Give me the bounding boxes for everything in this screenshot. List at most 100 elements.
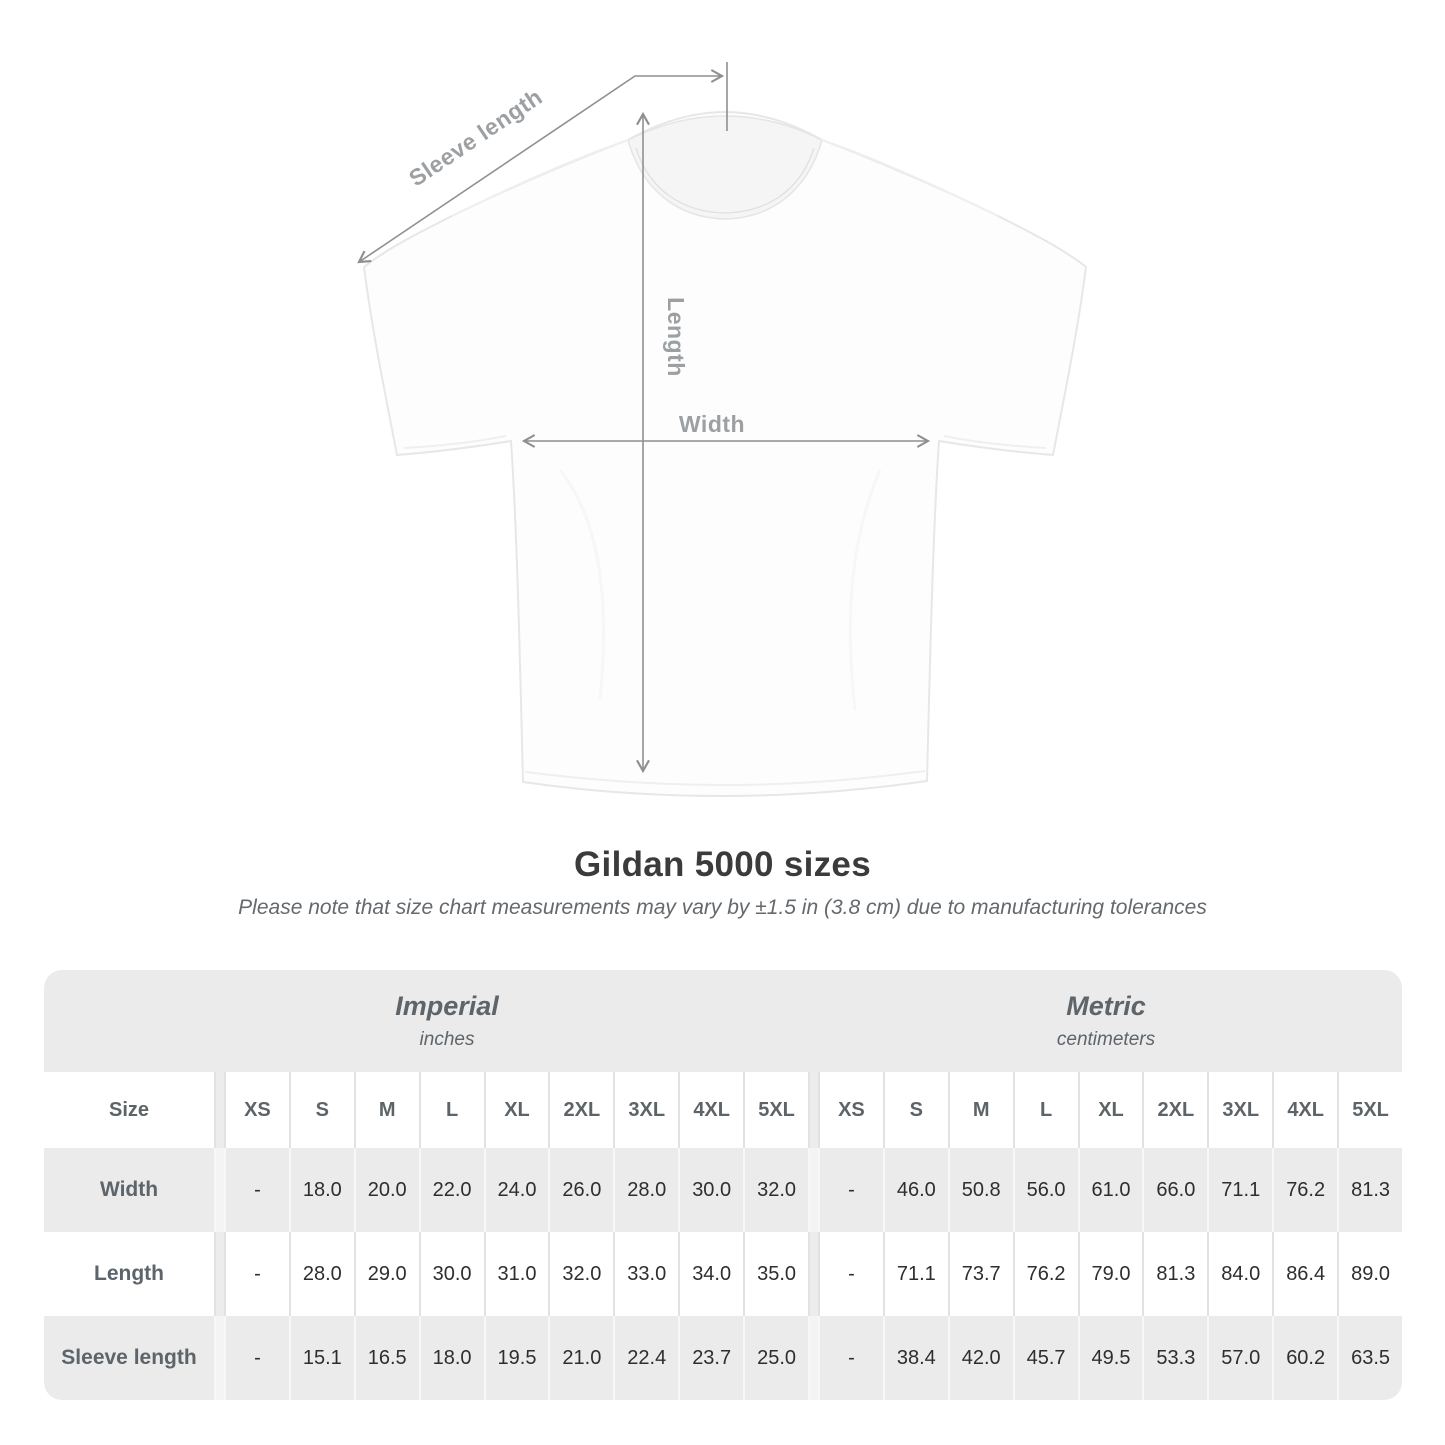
metric-value-cell: 46.0 (884, 1148, 948, 1232)
measurement-row-label: Length (44, 1232, 214, 1316)
imperial-value-cell: 16.5 (355, 1316, 419, 1400)
imperial-size-header: 3XL (615, 1072, 679, 1148)
imperial-value-cell: - (226, 1316, 289, 1400)
sleeve-length-arrow (357, 69, 725, 264)
imperial-value-cell: 28.0 (615, 1148, 679, 1232)
metric-value-cell: 45.7 (1014, 1316, 1078, 1400)
imperial-value-cell: 19.5 (485, 1316, 549, 1400)
sleeve-length-row: Sleeve length -15.1 16.5 18.0 19.5 21.0 22.4 23… (44, 1316, 1402, 1400)
imperial-value-cell: 30.0 (680, 1148, 744, 1232)
imperial-value-cell: 31.0 (485, 1232, 549, 1316)
measurement-row-label: Width (44, 1148, 214, 1232)
imperial-size-header: XS (226, 1072, 289, 1148)
tshirt-illustration: Sleeve length Length Width (357, 62, 1088, 798)
size-header-row: Size XS S M L XL 2XL 3XL 4XL 5XL XS S M L XL 2XL 3XL 4XL 5… (44, 1072, 1402, 1148)
imperial-value-cell: 20.0 (355, 1148, 419, 1232)
imperial-value-cell: 33.0 (615, 1232, 679, 1316)
imperial-size-header: 2XL (550, 1072, 614, 1148)
imperial-value-cell: 32.0 (550, 1232, 614, 1316)
metric-value-cell: 76.2 (1274, 1148, 1338, 1232)
metric-value-cell: 42.0 (949, 1316, 1013, 1400)
imperial-value-cell: 18.0 (290, 1148, 354, 1232)
imperial-value-cell: - (226, 1148, 289, 1232)
metric-size-header: M (949, 1072, 1013, 1148)
imperial-title: Imperial (395, 991, 499, 1021)
width-row: Width -18.0 20.0 22.0 24.0 26.0 28.0 30.0 32.0-4… (44, 1148, 1402, 1232)
metric-value-cell: 49.5 (1079, 1316, 1143, 1400)
metric-size-header: XL (1079, 1072, 1143, 1148)
metric-unit: centimeters (1056, 1029, 1156, 1050)
imperial-size-header: 4XL (680, 1072, 744, 1148)
imperial-group-header: Imperial inches (44, 970, 808, 1072)
metric-size-header: XS (820, 1072, 883, 1148)
size-column-header: Size (44, 1072, 214, 1148)
imperial-value-cell: 32.0 (745, 1148, 808, 1232)
metric-value-cell: 56.0 (1014, 1148, 1078, 1232)
metric-title: Metric (1066, 991, 1146, 1021)
column-divider (216, 1316, 224, 1400)
measurement-row-label: Sleeve length (44, 1316, 214, 1400)
title-block: Gildan 5000 sizes Please note that size … (0, 845, 1445, 920)
page-title: Gildan 5000 sizes (574, 845, 871, 884)
metric-size-header: 3XL (1209, 1072, 1273, 1148)
imperial-value-cell: 26.0 (550, 1148, 614, 1232)
tshirt-wrinkles (558, 469, 882, 711)
sleeve-length-label: Sleeve length (404, 83, 547, 191)
metric-value-cell: 71.1 (1209, 1148, 1273, 1232)
metric-value-cell: 53.3 (1144, 1316, 1208, 1400)
metric-value-cell: 76.2 (1014, 1232, 1078, 1316)
imperial-value-cell: 22.0 (420, 1148, 484, 1232)
imperial-value-cell: 21.0 (550, 1316, 614, 1400)
imperial-size-header: XL (485, 1072, 549, 1148)
imperial-value-cell: 25.0 (745, 1316, 808, 1400)
imperial-value-cell: 24.0 (485, 1148, 549, 1232)
metric-value-cell: 81.3 (1339, 1148, 1402, 1232)
metric-value-cell: 60.2 (1274, 1316, 1338, 1400)
metric-value-cell: 84.0 (1209, 1232, 1273, 1316)
column-divider (216, 1148, 224, 1232)
length-label: Length (663, 297, 689, 377)
unit-group-header-row: Imperial inches Metric centimeters (44, 970, 1402, 1072)
imperial-value-cell: 29.0 (355, 1232, 419, 1316)
metric-value-cell: 50.8 (949, 1148, 1013, 1232)
imperial-value-cell: 35.0 (745, 1232, 808, 1316)
metric-value-cell: 38.4 (884, 1316, 948, 1400)
metric-value-cell: 66.0 (1144, 1148, 1208, 1232)
imperial-size-header: S (290, 1072, 354, 1148)
metric-size-header: S (884, 1072, 948, 1148)
imperial-value-cell: 28.0 (290, 1232, 354, 1316)
metric-value-cell: 89.0 (1339, 1232, 1402, 1316)
measurement-lines (357, 62, 931, 774)
metric-value-cell: 73.7 (949, 1232, 1013, 1316)
metric-value-cell: - (820, 1148, 883, 1232)
metric-value-cell: 71.1 (884, 1232, 948, 1316)
imperial-size-header: L (420, 1072, 484, 1148)
imperial-value-cell: 30.0 (420, 1232, 484, 1316)
imperial-size-header: 5XL (745, 1072, 808, 1148)
column-divider (810, 1316, 818, 1400)
metric-group-header: Metric centimeters (810, 970, 1402, 1072)
size-table: Imperial inches Metric centimeters Size X… (44, 970, 1402, 1400)
metric-value-cell: 57.0 (1209, 1316, 1273, 1400)
metric-size-header: L (1014, 1072, 1078, 1148)
metric-value-cell: 79.0 (1079, 1232, 1143, 1316)
metric-size-header: 5XL (1339, 1072, 1402, 1148)
imperial-value-cell: 15.1 (290, 1316, 354, 1400)
imperial-value-cell: - (226, 1232, 289, 1316)
column-divider (810, 1232, 818, 1316)
metric-value-cell: - (820, 1232, 883, 1316)
tolerance-note: Please note that size chart measurements… (238, 896, 1207, 919)
column-divider (216, 1072, 224, 1148)
imperial-value-cell: 18.0 (420, 1316, 484, 1400)
metric-value-cell: 81.3 (1144, 1232, 1208, 1316)
imperial-unit: inches (419, 1029, 475, 1050)
imperial-size-header: M (355, 1072, 419, 1148)
column-divider (810, 1148, 818, 1232)
imperial-value-cell: 23.7 (680, 1316, 744, 1400)
width-label: Width (679, 411, 745, 437)
imperial-value-cell: 22.4 (615, 1316, 679, 1400)
metric-value-cell: 86.4 (1274, 1232, 1338, 1316)
column-divider (810, 1072, 818, 1148)
column-divider (216, 1232, 224, 1316)
